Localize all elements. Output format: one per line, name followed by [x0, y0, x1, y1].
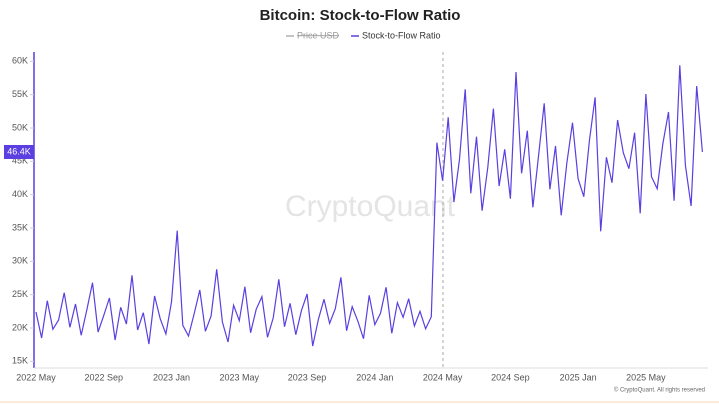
x-tick-label: 2023 Jan [153, 372, 190, 382]
y-tick-label: 30K [12, 256, 28, 266]
y-tick-label: 45K [12, 156, 28, 166]
watermark: CryptoQuant [285, 190, 456, 223]
x-tick-label: 2023 May [220, 372, 260, 382]
x-tick-label: 2023 Sep [288, 372, 327, 382]
x-tick-label: 2025 May [626, 372, 666, 382]
last-value-label: 46.4K [7, 146, 31, 156]
y-tick-label: 55K [12, 89, 28, 99]
x-tick-label: 2025 Jan [560, 372, 597, 382]
x-tick-label: 2022 May [16, 372, 56, 382]
last-value-tag [4, 145, 34, 159]
x-tick-label: 2024 Sep [491, 372, 530, 382]
x-tick-label: 2022 Sep [84, 372, 123, 382]
x-tick-label: 2024 May [423, 372, 463, 382]
copyright: © CryptoQuant. All rights reserved [614, 387, 705, 394]
y-tick-label: 40K [12, 189, 28, 199]
y-tick-label: 35K [12, 222, 28, 232]
x-tick-label: 2024 Jan [356, 372, 393, 382]
y-tick-label: 60K [12, 56, 28, 66]
y-tick-label: 15K [12, 356, 28, 366]
y-tick-label: 25K [12, 289, 28, 299]
legend-label: Price USD [297, 30, 340, 40]
legend-label: Stock-to-Flow Ratio [362, 30, 441, 40]
series-line [35, 65, 703, 347]
y-tick-label: 50K [12, 122, 28, 132]
chart-title: Bitcoin: Stock-to-Flow Ratio [260, 7, 461, 24]
y-tick-label: 20K [12, 322, 28, 332]
